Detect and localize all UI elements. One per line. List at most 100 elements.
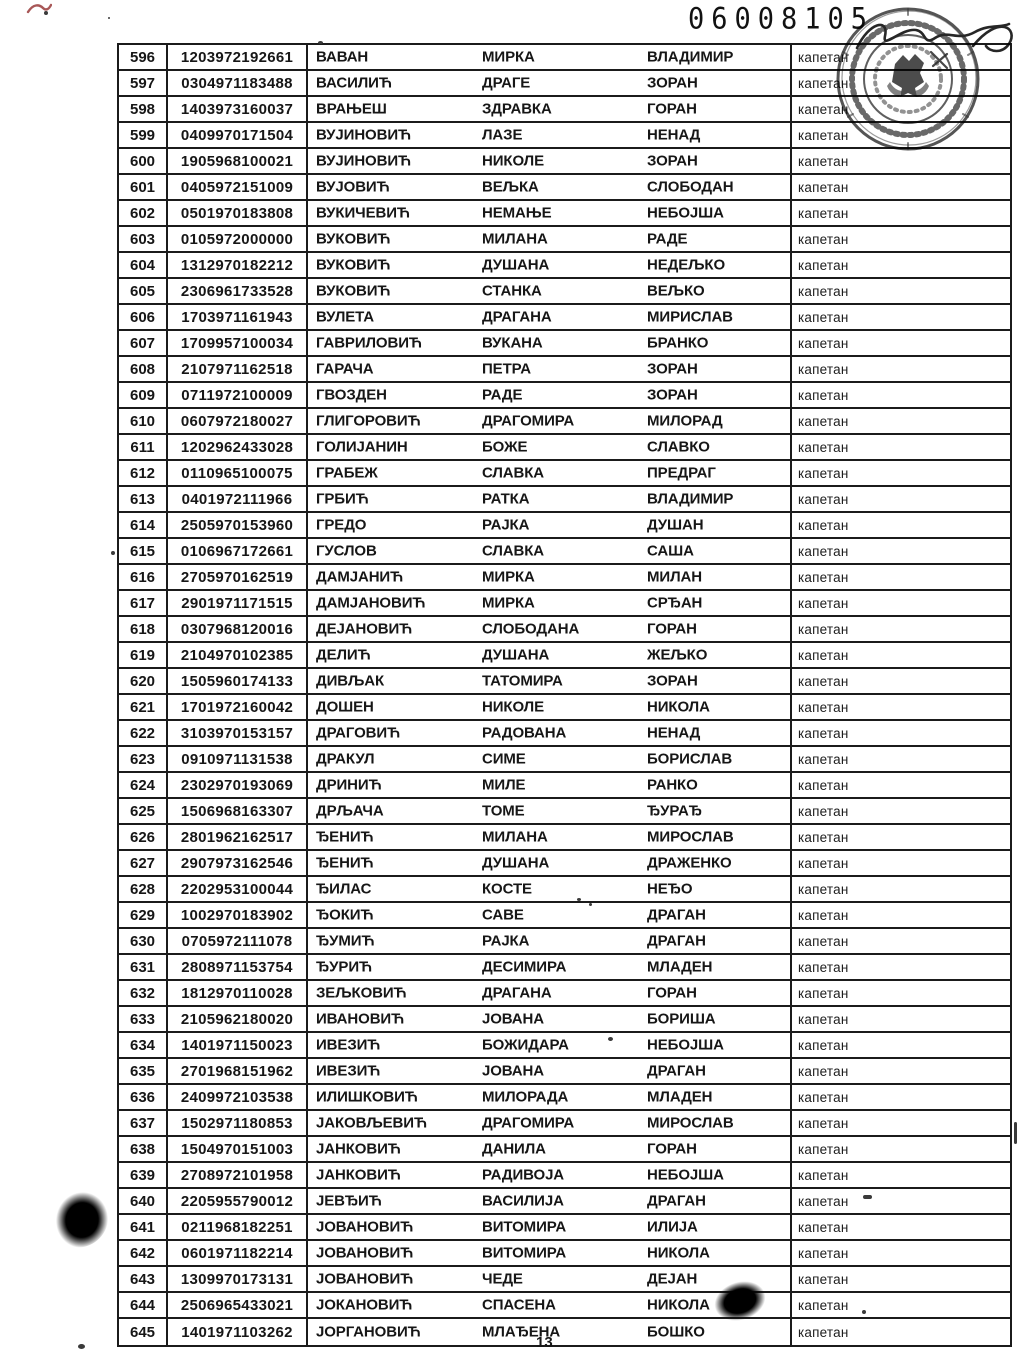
cell-rank: капетан [798,1324,849,1340]
cell-personal-id: 2105962180020 [168,1007,308,1031]
cell-surname: ГОЛИЈАНИН [316,438,408,456]
cell-surname: ЂУМИЋ [316,932,375,950]
cell-names: ЈАКОВЉЕВИЋ ДРАГОМИРА МИРОСЛАВ [308,1111,792,1135]
cell-names: ДАМЈАНИЋ МИРКА МИЛАН [308,565,792,589]
cell-surname: ВУЈИНОВИЋ [316,126,412,144]
cell-surname: ЈОВАНОВИЋ [316,1244,414,1262]
cell-names: ИВЕЗИЋ ЈОВАНА ДРАГАН [308,1059,792,1083]
cell-names: ДИВЉАК ТАТОМИРА ЗОРАН [308,669,792,693]
cell-row-number: 603 [119,227,168,251]
cell-row-number: 610 [119,409,168,433]
cell-rank: капетан [798,1141,849,1157]
table-row: 618 0307968120016 ДЕЈАНОВИЋ СЛОБОДАНА ГОРАН к… [119,617,1010,643]
cell-first-name: ДРАГАН [647,1062,706,1080]
cell-rank: капетан [798,1037,849,1053]
cell-surname: ИВАНОВИЋ [316,1010,405,1028]
cell-first-name: ЗОРАН [647,386,698,404]
cell-rank: капетан [798,49,849,65]
cell-row-number: 621 [119,695,168,719]
cell-surname: ЈЕВЂИЋ [316,1192,382,1210]
cell-surname: ВУКИЧЕВИЋ [316,204,410,222]
cell-names: ЈОВАНОВИЋ ВИТОМИРА НИКОЛА [308,1241,792,1265]
cell-father-name: ВАСИЛИЈА [482,1192,564,1210]
cell-names: ГРЕДО РАЈКА ДУШАН [308,513,792,537]
table-row: 606 1703971161943 ВУЛЕТА ДРАГАНА МИРИСЛАВ кап… [119,305,1010,331]
cell-row-number: 620 [119,669,168,693]
cell-rank: капетан [798,387,849,403]
cell-names: ЈЕВЂИЋ ВАСИЛИЈА ДРАГАН [308,1189,792,1213]
cell-names: ЂОКИЋ САВЕ ДРАГАН [308,903,792,927]
table-row: 625 1506968163307 ДРЉАЧА ТОМЕ ЂУРАЂ капетан [119,799,1010,825]
cell-names: ВУКОВИЋ ДУШАНА НЕДЕЉКО [308,253,792,277]
cell-rank: капетан [798,1245,849,1261]
cell-rank: капетан [798,309,849,325]
cell-surname: ДРЉАЧА [316,802,384,820]
cell-first-name: САША [647,542,694,560]
cell-row-number: 629 [119,903,168,927]
cell-names: ЗЕЉКОВИЋ ДРАГАНА ГОРАН [308,981,792,1005]
cell-surname: ЂЕНИЋ [316,854,374,872]
cell-names: ГАРАЧА ПЕТРА ЗОРАН [308,357,792,381]
cell-surname: ДРИНИЋ [316,776,382,794]
cell-row-number: 634 [119,1033,168,1057]
cell-row-number: 608 [119,357,168,381]
cell-surname: ДЕЈАНОВИЋ [316,620,413,638]
cell-names: ЂУРИЋ ДЕСИМИРА МЛАДЕН [308,955,792,979]
scan-speck [318,41,323,44]
scan-speck [44,11,48,15]
cell-father-name: ТОМЕ [482,802,525,820]
cell-father-name: РАДЕ [482,386,523,404]
cell-rank: капетан [798,283,849,299]
table-row: 638 1504970151003 ЈАНКОВИЋ ДАНИЛА ГОРАН капет… [119,1137,1010,1163]
cell-first-name: МЛАДЕН [647,958,713,976]
cell-father-name: ВЕЉКА [482,178,539,196]
table-row: 614 2505970153960 ГРЕДО РАЈКА ДУШАН капетан [119,513,1010,539]
cell-names: ВУЈОВИЋ ВЕЉКА СЛОБОДАН [308,175,792,199]
cell-father-name: НЕМАЊЕ [482,204,552,222]
cell-names: ДАМЈАНОВИЋ МИРКА СРЂАН [308,591,792,615]
cell-first-name: НЕБОЈША [647,1036,724,1054]
cell-father-name: ДРАГОМИРА [482,412,575,430]
table-row: 609 0711972100009 ГВОЗДЕН РАДЕ ЗОРАН капетан [119,383,1010,409]
cell-first-name: СРЂАН [647,594,703,612]
cell-father-name: ЈОВАНА [482,1010,544,1028]
cell-row-number: 631 [119,955,168,979]
table-row: 619 2104970102385 ДЕЛИЋ ДУШАНА ЖЕЉКО капетан [119,643,1010,669]
cell-row-number: 645 [119,1319,168,1345]
cell-personal-id: 0705972111078 [168,929,308,953]
cell-first-name: МИРОСЛАВ [647,828,734,846]
cell-father-name: ЧЕДЕ [482,1270,523,1288]
cell-surname: ЈОВАНОВИЋ [316,1218,414,1236]
cell-rank: капетан [798,1193,849,1209]
scan-speck [111,551,115,555]
cell-rank: капетан [798,75,849,91]
cell-first-name: МИРОСЛАВ [647,1114,734,1132]
cell-names: ДРАКУЛ СИМЕ БОРИСЛАВ [308,747,792,771]
cell-row-number: 609 [119,383,168,407]
cell-father-name: ЛАЗЕ [482,126,523,144]
cell-rank: капетан [798,673,849,689]
cell-father-name: МИРКА [482,594,535,612]
document-number: 06008105 [688,2,875,37]
cell-names: ИЛИШКОВИЋ МИЛОРАДА МЛАДЕН [308,1085,792,1109]
cell-rank: капетан [798,101,849,117]
table-row: 607 1709957100034 ГАВРИЛОВИЋ ВУКАНА БРАНКО ка… [119,331,1010,357]
cell-father-name: ДУШАНА [482,854,550,872]
cell-surname: ЈАНКОВИЋ [316,1140,401,1158]
cell-father-name: МИЛАНА [482,828,548,846]
table-row: 636 2409972103538 ИЛИШКОВИЋ МИЛОРАДА МЛАДЕН к… [119,1085,1010,1111]
cell-father-name: ЗДРАВКА [482,100,552,118]
cell-names: ВУЈИНОВИЋ ЛАЗЕ НЕНАД [308,123,792,147]
cell-names: ВУЛЕТА ДРАГАНА МИРИСЛАВ [308,305,792,329]
red-pen-mark [26,3,52,14]
cell-row-number: 623 [119,747,168,771]
cell-personal-id: 1002970183902 [168,903,308,927]
cell-personal-id: 2506965433021 [168,1293,308,1317]
table-row: 597 0304971183488 ВАСИЛИЋ ДРАГЕ ЗОРАН капетан [119,71,1010,97]
signature [855,22,1013,70]
cell-names: ВАСИЛИЋ ДРАГЕ ЗОРАН [308,71,792,95]
cell-first-name: ИЛИЈА [647,1218,698,1236]
cell-first-name: ГОРАН [647,100,697,118]
cell-rank: капетан [798,881,849,897]
